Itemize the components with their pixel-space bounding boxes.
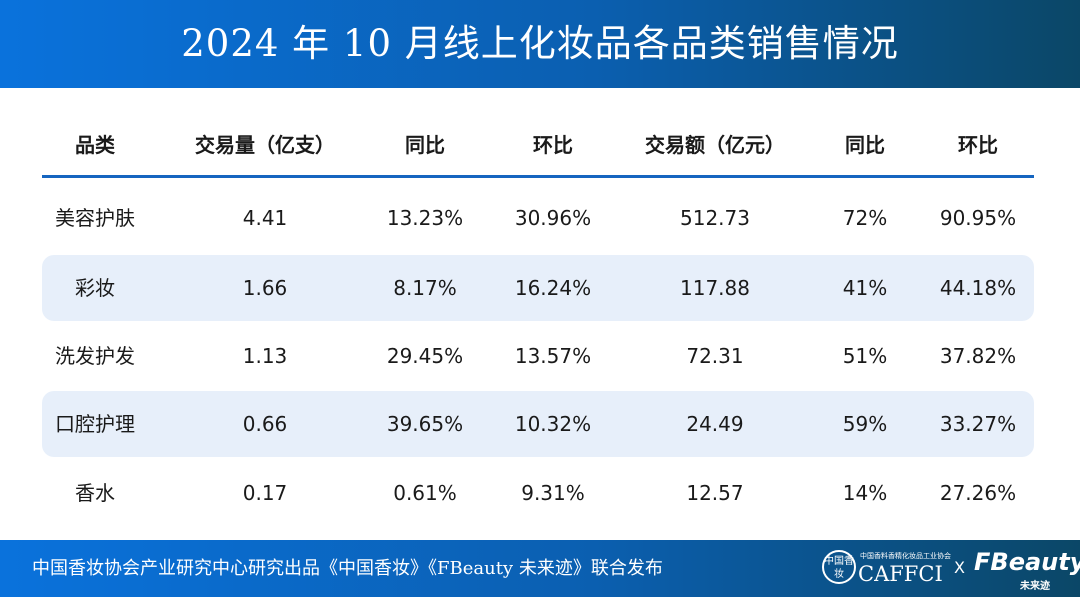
footer-text: 中国香妆协会产业研究中心研究出品《中国香妆》《FBeauty 未来迹》联合发布: [32, 558, 663, 579]
column-header: 交易量（亿支）: [195, 133, 335, 157]
table-cell: 27.26%: [939, 481, 1017, 505]
row-band: [42, 391, 1034, 457]
table-cell: 24.49: [686, 412, 744, 436]
row-band: [42, 255, 1034, 321]
column-header: 品类: [75, 133, 115, 157]
separator: X: [954, 558, 965, 577]
footer: 中国香妆协会产业研究中心研究出品《中国香妆》《FBeauty 未来迹》联合发布 …: [0, 540, 1080, 597]
table-cell: 59%: [842, 412, 888, 436]
table-cell: 117.88: [680, 276, 750, 300]
table-cell: 0.17: [242, 481, 288, 505]
brand-sub: 未来迹: [1020, 581, 1050, 592]
column-header: 环比: [958, 133, 998, 157]
table-cell: 13.23%: [386, 206, 464, 230]
table-cell: 8.17%: [393, 276, 457, 300]
table-cell: 洗发护发: [55, 344, 135, 368]
table-cell: 41%: [842, 276, 888, 300]
header-rule: [42, 175, 1034, 178]
table-cell: 12.57: [686, 481, 744, 505]
logo-small-text: 中国香料香精化妆品工业协会: [860, 552, 951, 560]
table-cell: 10.32%: [514, 412, 592, 436]
table-cell: 29.45%: [386, 344, 464, 368]
table-cell: 16.24%: [514, 276, 592, 300]
table-cell: 39.65%: [386, 412, 464, 436]
column-header: 环比: [533, 133, 573, 157]
table-cell: 72.31: [686, 344, 744, 368]
column-header: 同比: [845, 133, 885, 157]
logo-mark: 中国香妆: [822, 550, 856, 584]
column-header: 交易额（亿元）: [645, 133, 785, 157]
table-cell: 90.95%: [939, 206, 1017, 230]
table-cell: 0.66: [242, 412, 288, 436]
table-cell: 口腔护理: [55, 412, 135, 436]
table-cell: 4.41: [242, 206, 288, 230]
brand: FBeauty: [974, 548, 1080, 576]
table-cell: 9.31%: [521, 481, 585, 505]
table-cell: 香水: [75, 481, 115, 505]
title: 2024 年 10 月线上化妆品各品类销售情况: [181, 22, 899, 65]
header-bar: [0, 0, 1080, 88]
table-cell: 1.66: [242, 276, 288, 300]
table-cell: 30.96%: [514, 206, 592, 230]
table-cell: 13.57%: [514, 344, 592, 368]
table-cell: 33.27%: [939, 412, 1017, 436]
table-cell: 0.61%: [393, 481, 457, 505]
column-header: 同比: [405, 133, 445, 157]
table-cell: 51%: [842, 344, 888, 368]
table-cell: 1.13: [242, 344, 288, 368]
table-cell: 44.18%: [939, 276, 1017, 300]
table-cell: 37.82%: [939, 344, 1017, 368]
table-cell: 美容护肤: [55, 206, 135, 230]
table-cell: 14%: [842, 481, 888, 505]
table-cell: 512.73: [680, 206, 750, 230]
table-cell: 72%: [842, 206, 888, 230]
table-cell: 彩妆: [75, 276, 115, 300]
logo-name: CAFFCI: [858, 562, 943, 586]
